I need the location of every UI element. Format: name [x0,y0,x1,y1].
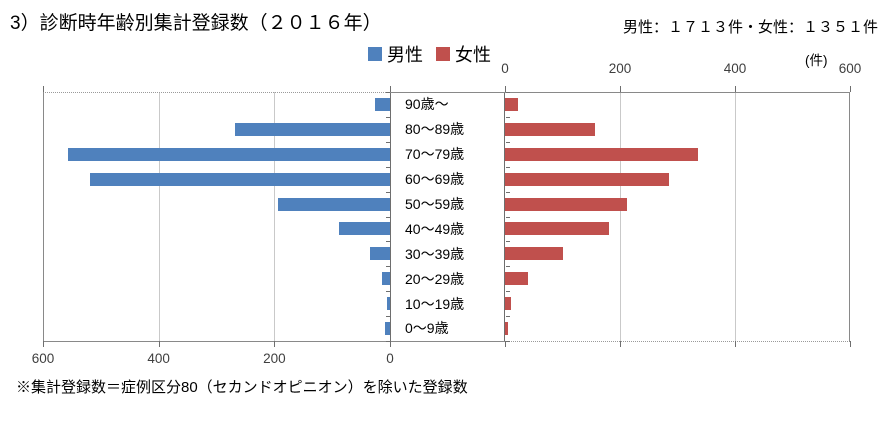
female-bar-20～29歳 [505,272,528,286]
category-tick-left [386,141,390,143]
female-axis-tick-label-600: 600 [838,61,862,76]
category-tick-right [506,266,510,268]
legend-item-female: 女性 [436,41,491,67]
bottom-tick [43,341,44,347]
legend-swatch-male [368,47,382,61]
male-bar-80～89歳 [235,122,390,136]
gridline-left-200 [274,92,276,341]
footnote: ※集計登録数＝症例区分80（セカンドオピニオン）を除いた登録数 [16,379,468,396]
legend-label-male: 男性 [387,45,423,65]
bottom-tick [158,341,160,347]
female-bar-50～59歳 [505,197,628,211]
category-tick-right [506,241,510,243]
legend-label-female: 女性 [455,45,491,65]
category-tick-left [386,216,390,218]
category-tick-left [386,166,390,168]
female-bar-90歳～ [505,97,519,111]
category-tick-right [506,116,510,118]
category-tick-left [386,316,390,318]
bottom-tick [390,341,391,347]
axis-unit-label: (件) [805,53,828,68]
female-axis-tick-label-200: 200 [608,61,632,76]
female-bar-10～19歳 [505,297,512,311]
category-label: 10～19歳 [405,295,465,312]
male-bar-30～39歳 [370,247,390,261]
female-plot-area [505,92,850,341]
category-tick-left [386,266,390,268]
bottom-tick [274,341,276,347]
female-axis-tick-label-0: 0 [501,61,509,76]
category-tick-left [386,241,390,243]
male-axis-tick-label-200: 200 [263,351,286,366]
female-bar-60～69歳 [505,172,670,186]
top-tick [390,86,391,92]
male-bar-40～49歳 [338,222,390,236]
bottom-tick [735,341,736,347]
top-tick [620,86,621,92]
male-bar-10～19歳 [387,297,390,311]
female-bar-30～39歳 [505,247,564,261]
male-bar-0～9歳 [385,322,390,336]
category-tick-right [506,291,510,293]
category-tick-right [506,316,510,318]
left-plot-bottom-axis-line [43,341,505,342]
category-label: 40～49歳 [405,220,465,237]
bottom-tick [850,341,851,347]
top-tick [850,86,851,92]
right-plot-bottom-border [505,341,850,342]
category-tick-left [386,116,390,118]
category-tick-right [506,341,510,342]
left-plot-top-border [43,92,390,93]
gridline-right-200 [620,92,621,341]
legend-item-male: 男性 [368,41,423,67]
category-tick-right [506,216,510,218]
female-bar-70～79歳 [505,147,698,161]
top-tick [735,86,736,92]
right-plot-right-border [849,92,850,342]
female-bar-80～89歳 [505,122,596,136]
legend: 男性 女性 [368,41,491,67]
male-plot-area [43,92,390,341]
legend-swatch-female [436,47,450,61]
male-axis-tick-label-400: 400 [147,351,170,366]
category-tick-left [386,341,390,342]
bottom-tick [620,341,621,347]
totals-annotation: 男性：１７１３件・女性：１３５１件 [622,19,878,36]
category-tick-right [506,92,510,93]
category-axis-label-box: 90歳～ 80～89歳 70～79歳 60～69歳 50～59歳 40～49歳 30～39歳… [390,92,505,341]
left-plot-left-border [43,92,44,341]
male-bar-20～29歳 [381,272,390,286]
category-label: 70～79歳 [405,146,465,163]
category-tick-right [506,166,510,168]
category-label: 30～39歳 [405,245,465,262]
male-axis-tick-label-0: 0 [386,351,394,366]
male-bar-70～79歳 [67,147,390,161]
category-label: 50～59歳 [405,196,465,212]
category-label: 80～89歳 [405,121,465,138]
right-plot-top-axis-line [390,92,850,93]
female-axis-tick-label-400: 400 [723,61,747,76]
male-bar-90歳～ [374,97,390,111]
category-tick-right [506,141,510,143]
female-bar-0～9歳 [505,322,508,336]
category-tick-left [386,92,390,93]
category-label: 20～29歳 [405,270,465,287]
category-label: 90歳～ [405,96,449,113]
male-axis-tick-label-600: 600 [31,351,55,366]
category-label: 60～69歳 [405,171,465,188]
chart-title: 3）診断時年齢別集計登録数（２０１６年） [10,13,382,34]
top-tick [43,86,44,92]
category-tick-left [386,191,390,193]
female-bar-40～49歳 [505,222,609,236]
category-label: 0～9歳 [405,320,449,337]
category-tick-right [506,191,510,193]
male-bar-60～69歳 [90,172,390,186]
male-bar-50～59歳 [277,197,390,211]
category-tick-left [386,291,390,293]
gridline-right-400 [735,92,736,341]
gridline-left-400 [158,92,160,341]
bottom-tick [505,341,506,347]
top-tick [505,86,506,92]
